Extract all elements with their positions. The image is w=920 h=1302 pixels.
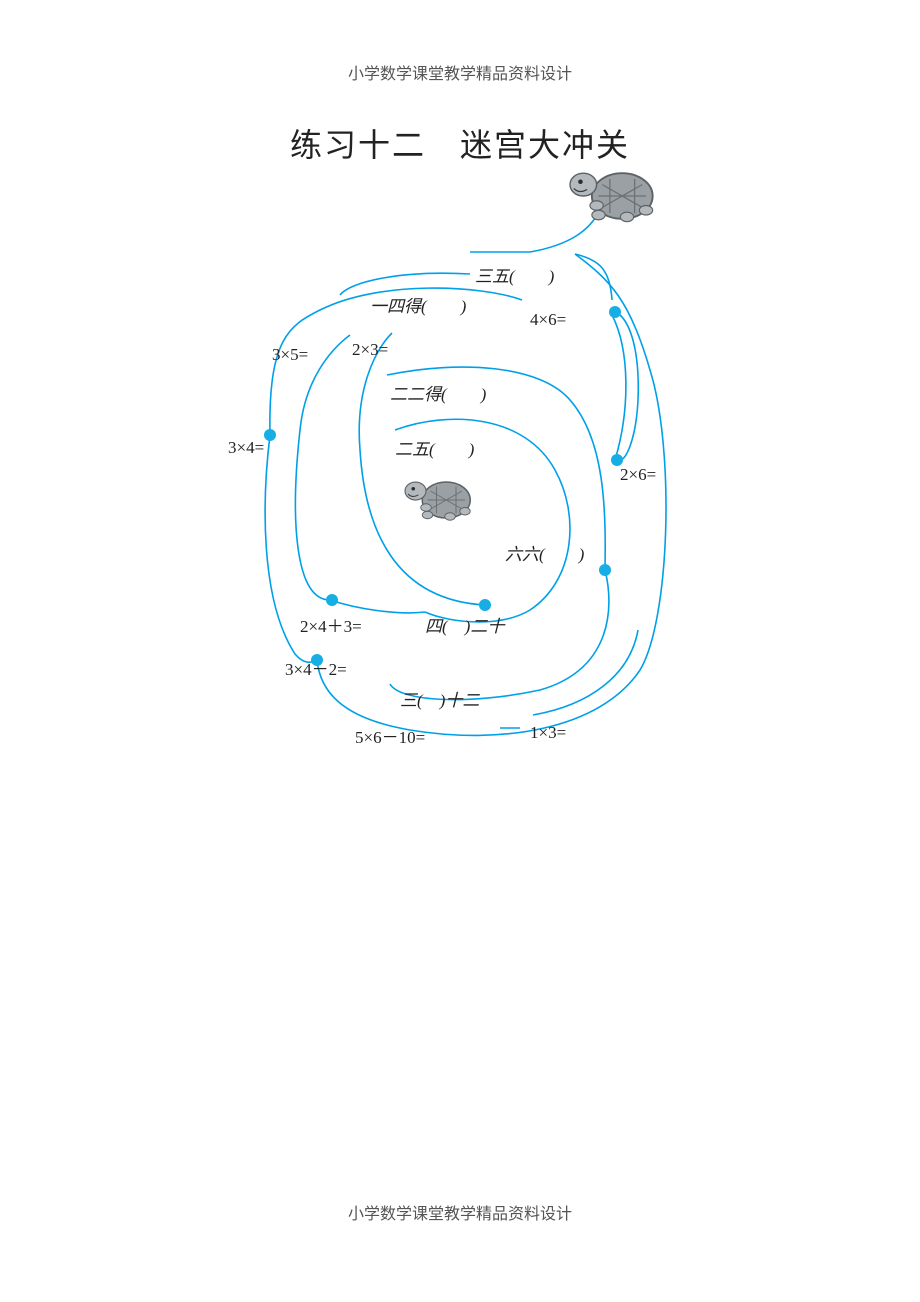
maze-label-twox3: 2×3=	[352, 340, 388, 360]
maze-label-fourx6: 4×6=	[530, 310, 566, 330]
page: 小学数学课堂教学精品资料设计 练习十二 迷宫大冲关 三五( ) 一四得( ) 4×6…	[0, 0, 920, 1302]
page-title: 练习十二 迷宫大冲关	[0, 120, 920, 166]
maze-labels: 三五( ) 一四得( ) 4×6= 3×5= 2×3=二二得( ) 3×4= 二五( ) 2×…	[200, 170, 720, 790]
maze-label-twox4p3: 2×4＋3=	[300, 612, 362, 637]
maze-label-twox6: 2×6=	[620, 465, 656, 485]
maze-label-erer: 二二得( )	[390, 380, 486, 405]
maze-label-onex3: 1×3=	[530, 723, 566, 743]
maze-label-fivex6m10: 5×6－10=	[355, 723, 425, 748]
maze-label-sanwu: 三五( )	[475, 262, 554, 287]
maze-label-threex5: 3×5=	[272, 345, 308, 365]
maze-label-liuliu: 六六( )	[505, 540, 584, 565]
maze-label-threex4m2: 3×4－2=	[285, 655, 347, 680]
page-header: 小学数学课堂教学精品资料设计	[0, 60, 920, 84]
maze-label-sanX12: 三( )十二	[400, 686, 479, 711]
maze-label-siX20: 四( )二十	[425, 612, 504, 637]
page-footer: 小学数学课堂教学精品资料设计	[0, 1200, 920, 1224]
maze-label-erwu: 二五( )	[395, 435, 474, 460]
maze-label-threex4: 3×4=	[228, 438, 264, 458]
maze-label-yisi: 一四得( )	[370, 292, 466, 317]
